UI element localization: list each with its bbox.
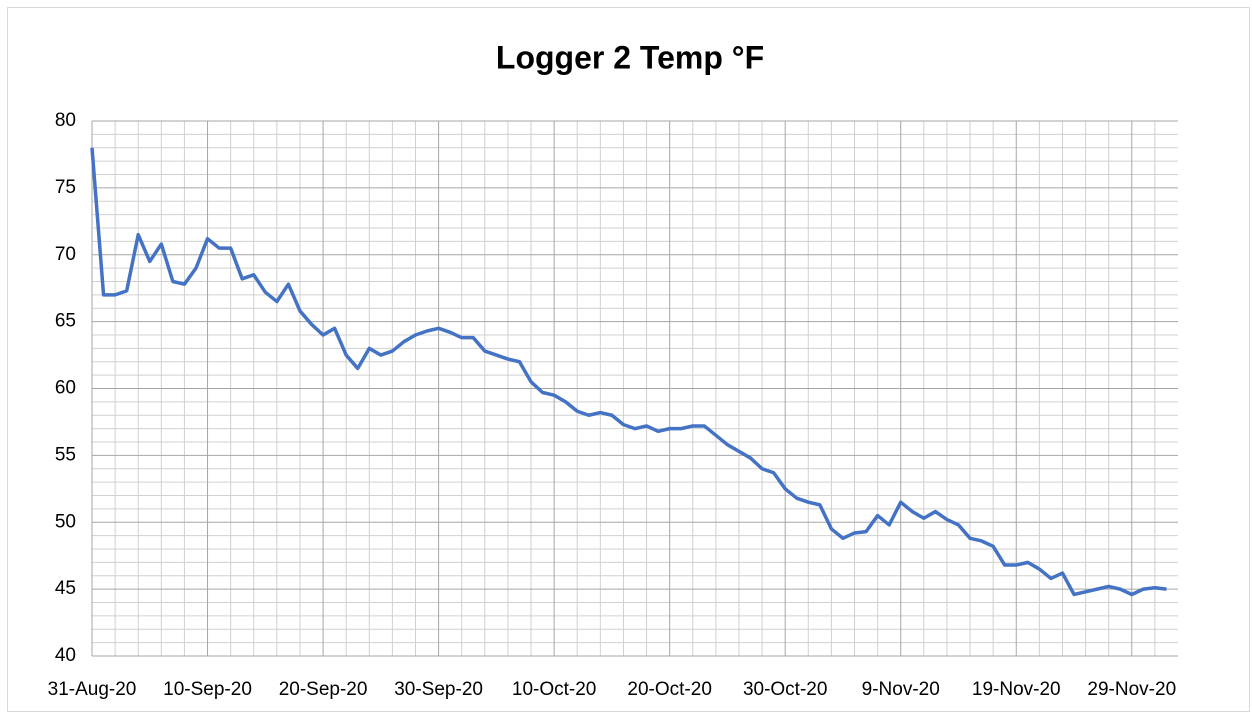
y-tick-label: 65 bbox=[55, 311, 76, 332]
x-tick-label: 30-Sep-20 bbox=[394, 679, 483, 700]
chart-border bbox=[7, 7, 1250, 712]
x-tick-label: 20-Sep-20 bbox=[279, 679, 368, 700]
x-tick-label: 9-Nov-20 bbox=[862, 679, 940, 700]
data-line bbox=[90, 147, 1167, 597]
y-tick-label: 80 bbox=[55, 110, 76, 131]
y-tick-label: 70 bbox=[55, 244, 76, 265]
x-tick-label: 19-Nov-20 bbox=[972, 679, 1061, 700]
y-tick-label: 60 bbox=[55, 378, 76, 399]
y-tick-label: 50 bbox=[55, 511, 76, 532]
x-tick-label: 10-Sep-20 bbox=[163, 679, 252, 700]
x-tick-label: 30-Oct-20 bbox=[743, 679, 827, 700]
x-tick-label: 10-Oct-20 bbox=[512, 679, 596, 700]
y-tick-label: 55 bbox=[55, 444, 76, 465]
y-tick-label: 40 bbox=[55, 645, 76, 666]
y-tick-label: 45 bbox=[55, 578, 76, 599]
x-tick-label: 20-Oct-20 bbox=[627, 679, 711, 700]
x-tick-label: 31-Aug-20 bbox=[48, 679, 137, 700]
x-tick-label: 29-Nov-20 bbox=[1087, 679, 1176, 700]
y-tick-label: 75 bbox=[55, 177, 76, 198]
chart-title: Logger 2 Temp °F bbox=[496, 39, 764, 75]
